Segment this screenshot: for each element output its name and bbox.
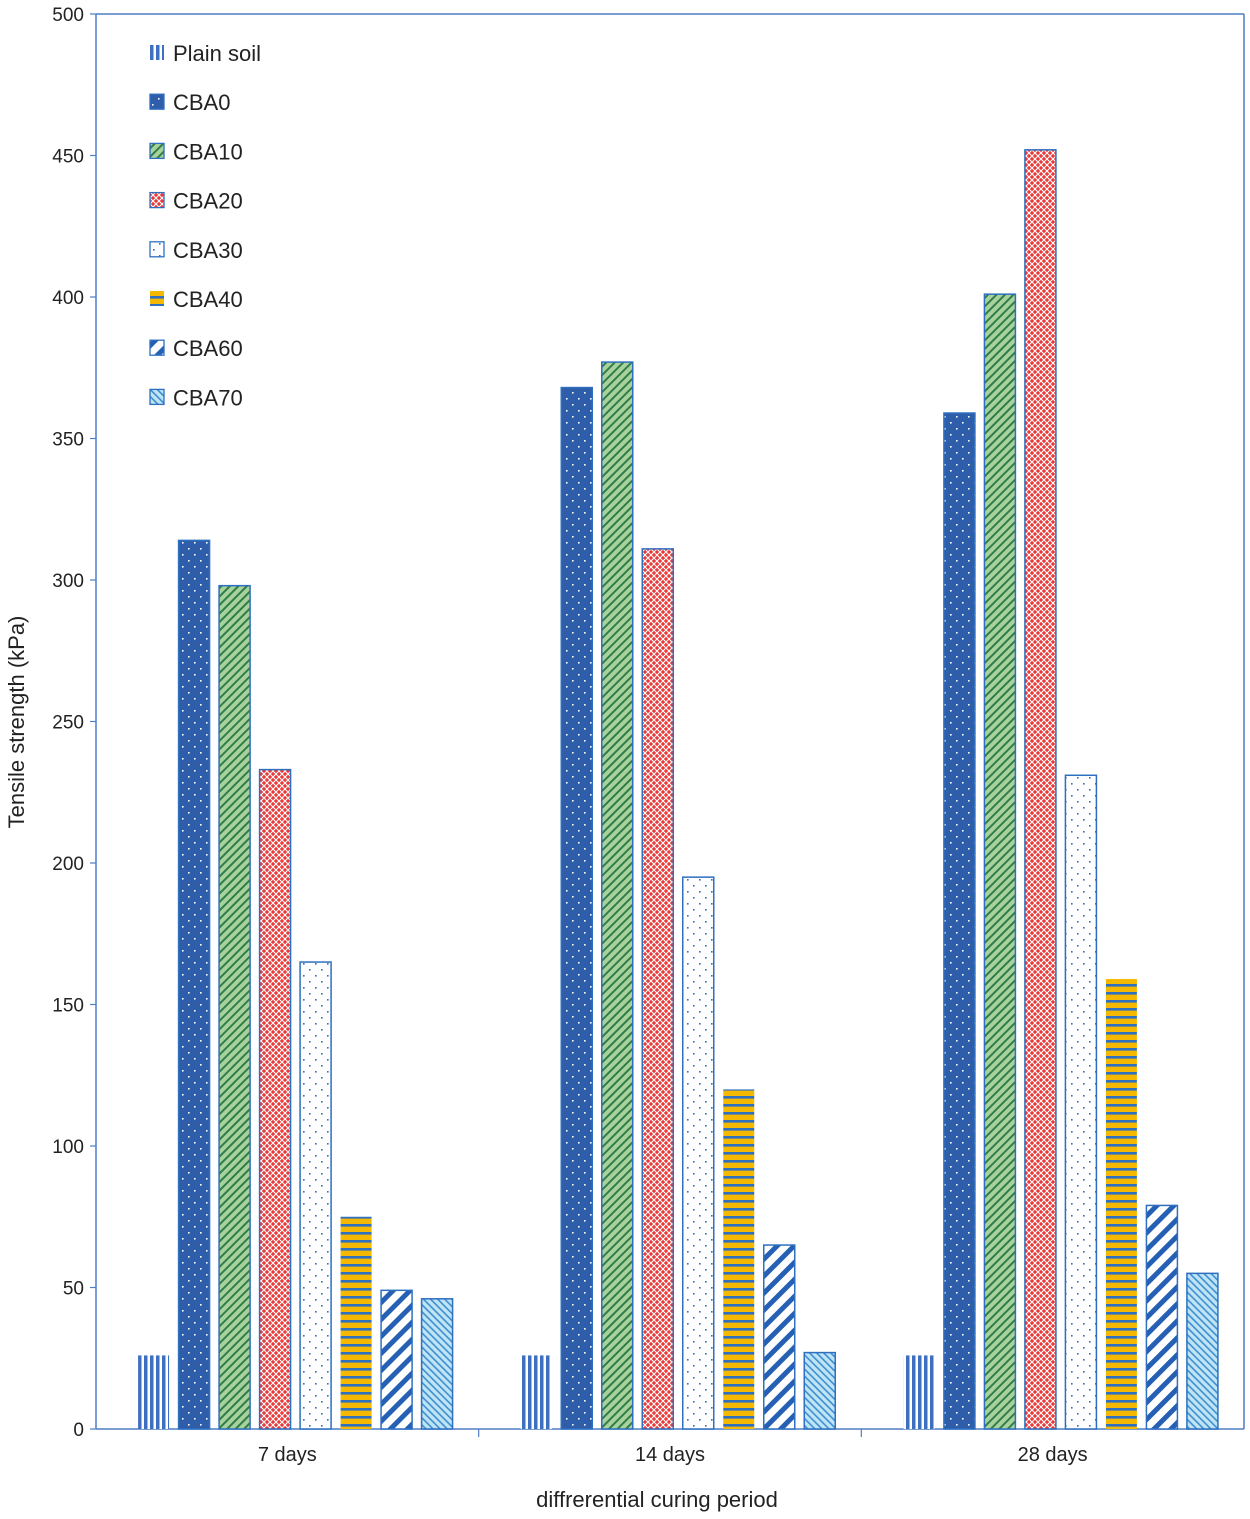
legend-swatch [149, 339, 165, 356]
x-category-label: 14 days [635, 1444, 705, 1466]
legend-swatch [150, 45, 164, 60]
legend-label: CBA20 [173, 189, 243, 214]
y-axis-ticks: 0 50 100 150 200 250 300 350 400 450 500 [52, 5, 96, 1441]
bar-cba10-28-days [983, 293, 1017, 1430]
y-tick-label: 450 [52, 147, 84, 168]
bar-cba60-14-days [763, 1244, 796, 1430]
legend-swatch [149, 388, 165, 406]
bar-cba40-14-days [723, 1089, 755, 1429]
bar-cba30-14-days [682, 876, 715, 1430]
y-axis-title: Tensile strength (kPa) [4, 616, 29, 829]
bar-cba30-28-days [1064, 774, 1098, 1430]
bar-cba60-28-days [1145, 1204, 1179, 1430]
legend-label: CBA10 [173, 139, 243, 164]
y-tick-label: 250 [52, 713, 84, 734]
x-axis-title: diffrerential curing period [536, 1487, 778, 1512]
legend-label: CBA30 [173, 238, 243, 263]
bar-plain-soil-7-days [138, 1355, 170, 1429]
bar-plain-soil-14-days [520, 1355, 552, 1429]
legend-label: CBA0 [173, 90, 230, 115]
y-tick-label: 150 [52, 996, 84, 1017]
x-category-label: 28 days [1018, 1444, 1088, 1466]
bar-cba70-7-days [420, 1298, 454, 1430]
legend-swatch [149, 142, 165, 160]
legend-swatch [149, 191, 165, 209]
y-tick-label: 400 [52, 288, 84, 309]
legend-label: CBA40 [173, 287, 243, 312]
y-tick-label: 500 [52, 5, 84, 26]
bar-cba20-28-days [1024, 149, 1057, 1430]
y-tick-label: 200 [52, 854, 84, 875]
x-category-label: 7 days [258, 1444, 317, 1466]
bar-cba10-7-days [218, 584, 251, 1430]
y-tick-label: 100 [52, 1137, 84, 1158]
legend-label: Plain soil [173, 41, 261, 66]
bar-cba0-14-days [560, 386, 593, 1430]
bar-cba70-28-days [1186, 1272, 1219, 1430]
legend-swatch [149, 93, 165, 110]
bar-cba10-14-days [601, 361, 634, 1430]
bar-cba20-14-days [641, 548, 674, 1430]
legend-label: CBA60 [173, 336, 243, 361]
y-tick-label: 0 [73, 1420, 84, 1441]
bar-cba0-28-days [943, 412, 976, 1430]
legend-swatch [149, 241, 165, 258]
x-axis-ticks: 7 days 14 days 28 days [258, 1429, 1088, 1466]
legend-label: CBA70 [173, 385, 243, 410]
legend-swatch [150, 291, 164, 306]
bar-cba40-28-days [1105, 979, 1137, 1429]
bar-cba30-7-days [299, 961, 332, 1430]
bar-plain-soil-28-days [903, 1355, 935, 1429]
bar-cba70-14-days [803, 1351, 836, 1430]
bar-cba20-7-days [258, 768, 292, 1430]
bar-cba60-7-days [380, 1289, 413, 1430]
bar-cba40-7-days [340, 1216, 372, 1429]
y-tick-label: 350 [52, 430, 84, 451]
bar-series-group [138, 149, 1219, 1430]
legend: Plain soil CBA0 CBA10 CBA20 CBA30 CBA40 CBA60 C… [149, 41, 261, 410]
y-tick-label: 300 [52, 571, 84, 592]
bar-cba0-7-days [177, 539, 211, 1430]
y-tick-label: 50 [63, 1279, 84, 1300]
